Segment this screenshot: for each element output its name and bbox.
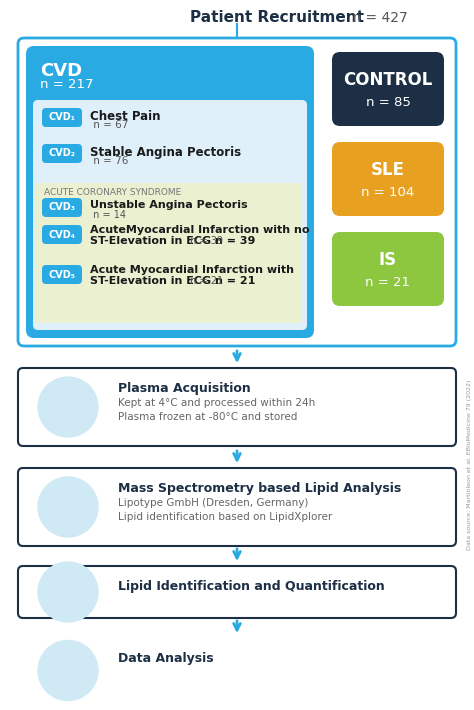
Text: CVD₅: CVD₅ [48, 270, 75, 280]
Text: Lipid Identification and Quantification: Lipid Identification and Quantification [118, 580, 385, 593]
Text: n = 21: n = 21 [187, 276, 223, 286]
Text: CONTROL: CONTROL [343, 71, 433, 89]
Text: ACUTE CORONARY SYNDROME: ACUTE CORONARY SYNDROME [44, 188, 181, 197]
FancyBboxPatch shape [42, 265, 82, 284]
Circle shape [38, 377, 98, 437]
Text: ST-Elevation in ECG n = 21: ST-Elevation in ECG n = 21 [90, 276, 255, 286]
Text: Chest Pain: Chest Pain [90, 110, 161, 123]
Text: Kept at 4°C and processed within 24h: Kept at 4°C and processed within 24h [118, 398, 315, 408]
Text: Lipotype GmbH (Dresden, Germany): Lipotype GmbH (Dresden, Germany) [118, 498, 309, 508]
Text: n = 217: n = 217 [40, 78, 93, 91]
Circle shape [38, 477, 98, 537]
Text: Lipid identification based on LipidXplorer: Lipid identification based on LipidXplor… [118, 512, 332, 522]
Circle shape [38, 562, 98, 622]
FancyBboxPatch shape [332, 52, 444, 126]
Text: CVD₁: CVD₁ [48, 112, 75, 123]
Text: CVD₄: CVD₄ [48, 229, 75, 239]
Text: IS: IS [379, 251, 397, 269]
Text: SLE: SLE [371, 161, 405, 179]
Text: Unstable Angina Pectoris: Unstable Angina Pectoris [90, 200, 247, 210]
Text: n = 21: n = 21 [365, 275, 410, 289]
Text: Stable Angina Pectoris: Stable Angina Pectoris [90, 146, 241, 159]
Text: Plasma frozen at -80°C and stored: Plasma frozen at -80°C and stored [118, 412, 297, 422]
Text: AcuteMyocardial Infarction with no: AcuteMyocardial Infarction with no [90, 225, 310, 235]
Text: Mass Spectrometry based Lipid Analysis: Mass Spectrometry based Lipid Analysis [118, 482, 401, 495]
Circle shape [38, 640, 98, 701]
Text: CVD₂: CVD₂ [48, 148, 75, 158]
Text: n = 85: n = 85 [365, 96, 410, 109]
Text: ST-Elevation in ECG n = 39: ST-Elevation in ECG n = 39 [90, 236, 255, 246]
FancyBboxPatch shape [42, 198, 82, 217]
Text: n = 104: n = 104 [361, 186, 415, 199]
Text: n = 67: n = 67 [90, 120, 128, 130]
Text: n = 39: n = 39 [187, 236, 223, 246]
FancyBboxPatch shape [26, 46, 314, 338]
Text: CVD: CVD [40, 62, 82, 80]
FancyBboxPatch shape [332, 232, 444, 306]
Text: Acute Myocardial Infarction with: Acute Myocardial Infarction with [90, 265, 294, 275]
Text: CVD₃: CVD₃ [48, 202, 75, 212]
Text: n = 427: n = 427 [348, 11, 408, 25]
FancyBboxPatch shape [33, 100, 307, 330]
Text: Patient Recruitment: Patient Recruitment [190, 11, 364, 26]
Text: Data Analysis: Data Analysis [118, 652, 214, 665]
Text: Data source: Martinleon et al. EBioMedicine 79 (2022): Data source: Martinleon et al. EBioMedic… [467, 380, 473, 550]
Text: Plasma Acquisition: Plasma Acquisition [118, 382, 251, 395]
FancyBboxPatch shape [42, 144, 82, 163]
FancyBboxPatch shape [42, 225, 82, 244]
FancyBboxPatch shape [42, 108, 82, 127]
Text: n = 14: n = 14 [90, 210, 126, 220]
FancyBboxPatch shape [35, 183, 302, 323]
Text: n = 76: n = 76 [90, 156, 128, 166]
FancyBboxPatch shape [332, 142, 444, 216]
